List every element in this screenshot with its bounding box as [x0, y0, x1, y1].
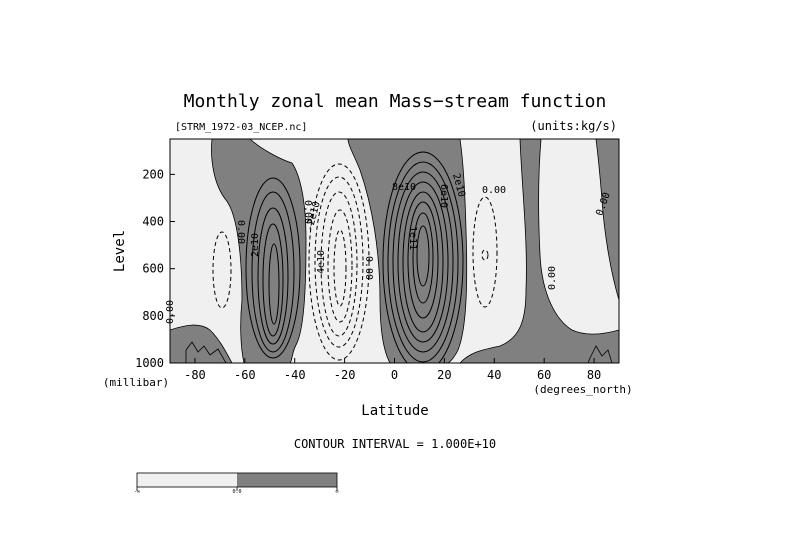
- contour-west-4: [262, 223, 284, 337]
- contour-neg-west-1: [308, 163, 370, 361]
- contour-west-1: [245, 177, 301, 359]
- y-tick-label-4: 1000: [135, 356, 164, 370]
- x-tick-label-4: 0: [391, 368, 398, 382]
- contour-neg-west-3: [320, 191, 358, 337]
- contour-neg-west-4: [327, 209, 353, 323]
- contour-label-west-2e10: 2e10: [250, 233, 261, 257]
- y-axis-label: Level: [112, 230, 128, 272]
- contour-label-west-zero: 0.00: [235, 220, 246, 244]
- x-tick-label-8: 80: [587, 368, 601, 382]
- colorbar-negative: [137, 473, 237, 487]
- x-tick-label-7: 60: [537, 368, 551, 382]
- x-tick-label-3: -20: [334, 368, 356, 382]
- contour-neg-east-1: [472, 196, 498, 308]
- plot-area: 0.00 2e10 0.00 -2e10 4e10 -0.00 1e11 8e1…: [165, 138, 620, 364]
- contour-west-3: [257, 207, 289, 345]
- contour-center-2: [387, 161, 459, 363]
- contour-west-2: [251, 191, 295, 353]
- contour-label-neg-zero: 0.00: [302, 200, 313, 224]
- contour-interval: CONTOUR INTERVAL = 1.000E+10: [294, 437, 496, 451]
- y-tick-label-2: 600: [142, 262, 164, 276]
- x-tick-label-6: 40: [487, 368, 501, 382]
- contour-label-1e11: 1e11: [407, 226, 418, 250]
- contours-positive: [245, 151, 464, 363]
- units-label: (units:kg/s): [530, 119, 617, 133]
- contour-west-5: [268, 243, 280, 325]
- colorbar-label-min: -∞: [134, 489, 140, 495]
- contour-neg-west-5: [333, 229, 347, 307]
- file-label: [STRM_1972-03_NCEP.nc]: [175, 122, 307, 133]
- y-tick-label-0: 200: [142, 167, 164, 181]
- y-axis: 200 400 600 800 1000: [135, 167, 175, 370]
- contour-label-zero-nh: 0.00: [482, 185, 506, 196]
- colorbar-positive: [237, 473, 337, 487]
- contour-center-7: [412, 212, 434, 304]
- contour-neg-west-2: [314, 176, 364, 348]
- contour-center-1: [382, 151, 464, 363]
- contour-label-6e10: 6e10: [438, 184, 449, 208]
- x-tick-label-0: -80: [184, 368, 206, 382]
- y-tick-label-3: 800: [142, 309, 164, 323]
- x-tick-label-2: -40: [284, 368, 306, 382]
- x-axis-units: (degrees_north): [533, 383, 632, 396]
- contour-center-6: [407, 201, 439, 319]
- x-tick-label-5: 20: [437, 368, 451, 382]
- contour-center-5: [402, 191, 444, 333]
- contour-neg-east-2: [481, 249, 489, 261]
- contour-label-8e10: 8e10: [392, 182, 416, 193]
- colorbar-label-zero: 0.0: [232, 489, 241, 495]
- contour-neg-sh: [212, 231, 232, 309]
- y-axis-units: (millibar): [103, 376, 169, 389]
- contour-center-8: [416, 225, 430, 287]
- contour-label-neg-zero-center: -0.00: [363, 250, 374, 280]
- contours-negative: [212, 163, 498, 361]
- contour-label-neg-4e10: 4e10: [316, 250, 327, 274]
- terrain-mask-sh: [185, 341, 227, 363]
- contour-center-3: [392, 171, 454, 353]
- x-axis-label: Latitude: [361, 403, 428, 419]
- contour-center-4: [397, 181, 449, 343]
- x-axis: -80 -60 -40 -20 0 20 40 60 80: [184, 358, 601, 382]
- y-tick-label-1: 400: [142, 215, 164, 229]
- colorbar-label-max: ∞: [335, 489, 338, 495]
- chart-title: Monthly zonal mean Mass−stream function: [184, 91, 607, 112]
- contour-label-zero-nh2: 0.00: [547, 266, 558, 290]
- colorbar: -∞ 0.0 ∞: [134, 472, 339, 495]
- shading-region-north-pole: [595, 139, 619, 301]
- shading-region-east: [459, 139, 619, 363]
- x-tick-label-1: -60: [234, 368, 256, 382]
